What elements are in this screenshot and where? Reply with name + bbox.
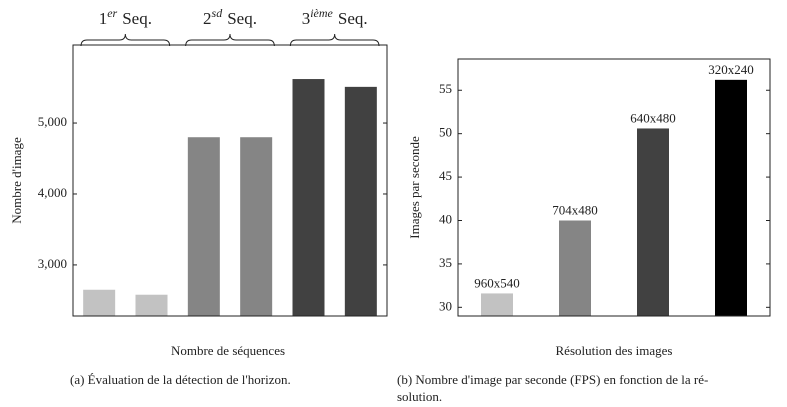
group-sup: ième [310,6,333,20]
plot-frame [457,58,771,317]
y-tick-label: 40 [439,211,452,226]
bar [292,79,325,316]
x-axis-label: Résolution des images [556,343,673,358]
bar [637,128,669,316]
group-base: 2 [203,9,212,28]
group-label: 1er Seq. [99,6,152,28]
group-base: 1 [99,9,108,28]
y-axis-label: Nombre d'image [9,137,24,224]
bar [240,137,273,316]
caption: (b) Nombre d'image par seconde (FPS) en … [397,372,708,387]
group-label: 3ième Seq. [302,6,368,28]
caption: (a) Évaluation de la détection de l'hori… [70,372,291,387]
y-tick-label: 50 [439,125,452,140]
group-text: Seq. [227,9,257,28]
x-axis-label: Nombre de séquences [171,343,285,358]
group-label: 2sd Seq. [203,6,257,28]
bar [715,79,747,317]
group-base: 3 [302,9,311,28]
bar [559,220,591,316]
bar-label: 960x540 [474,275,520,290]
y-tick-label: 45 [439,168,452,183]
group-text: Seq. [338,9,368,28]
bar [481,293,513,316]
y-tick-label: 35 [439,255,452,270]
group-sup: er [107,6,117,20]
y-tick-label: 30 [439,298,452,313]
bar [344,86,377,316]
bar [187,137,220,316]
bar [83,289,116,316]
caption: solution. [397,389,442,404]
group-text: Seq. [122,9,152,28]
y-axis-label: Images par seconde [407,136,422,239]
bar [135,294,168,316]
group-brace [185,33,275,47]
y-tick-label: 5,000 [38,114,67,129]
bar-label: 704x480 [552,202,598,217]
group-brace [289,33,380,47]
plot-frame [72,44,388,317]
bar-label: 320x240 [708,62,754,77]
group-brace [80,33,171,47]
bar-label: 640x480 [630,110,676,125]
group-sup: sd [212,6,224,20]
y-tick-label: 4,000 [38,185,67,200]
y-tick-label: 55 [439,81,452,96]
y-tick-label: 3,000 [38,256,67,271]
